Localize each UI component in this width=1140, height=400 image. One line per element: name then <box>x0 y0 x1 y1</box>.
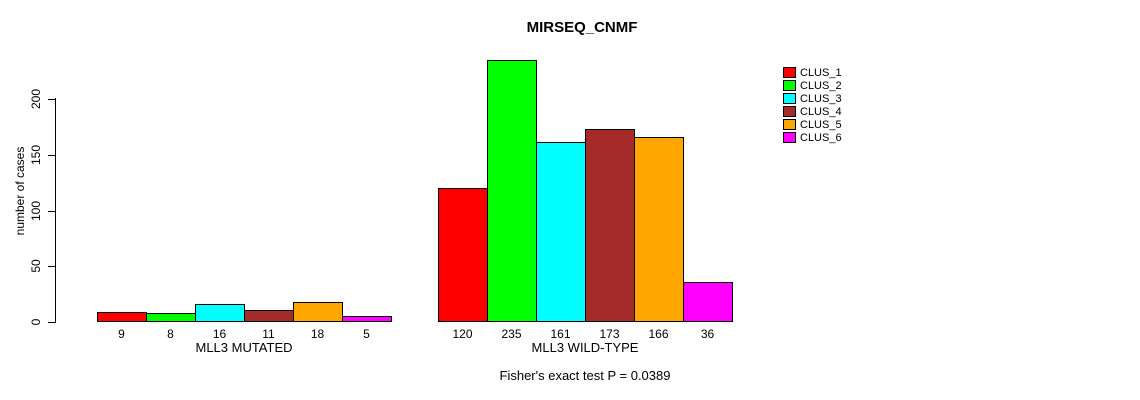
y-axis-tick-label: 150 <box>29 144 43 166</box>
bar-value-label: 173 <box>599 327 620 341</box>
bar-value-label: 235 <box>501 327 522 341</box>
legend-swatch <box>783 119 796 130</box>
bar-clus_5 <box>634 137 684 322</box>
legend: CLUS_1 CLUS_2 CLUS_3 CLUS_4 CLUS_5 CLUS_6 <box>783 66 842 144</box>
legend-label: CLUS_5 <box>800 118 842 131</box>
bar-clus_4 <box>244 310 294 322</box>
bar-clus_6 <box>342 316 392 322</box>
bar-clus_2 <box>487 60 537 322</box>
legend-label: CLUS_4 <box>800 105 842 118</box>
y-axis-tick-label: 100 <box>29 200 43 222</box>
legend-label: CLUS_6 <box>800 131 842 144</box>
bar-clus_1 <box>97 312 147 322</box>
bar-clus_5 <box>293 302 343 322</box>
legend-swatch <box>783 106 796 117</box>
y-axis-tick <box>48 322 55 323</box>
bar-value-label: 161 <box>550 327 571 341</box>
legend-row: CLUS_3 <box>783 92 842 105</box>
bar-value-label: 18 <box>310 327 325 341</box>
y-axis-title: number of cases <box>13 146 27 236</box>
y-axis-line <box>55 98 56 323</box>
legend-row: CLUS_6 <box>783 131 842 144</box>
legend-label: CLUS_3 <box>800 92 842 105</box>
bar-value-label: 166 <box>648 327 669 341</box>
legend-swatch <box>783 93 796 104</box>
legend-label: CLUS_1 <box>800 66 842 79</box>
bar-value-label: 36 <box>700 327 715 341</box>
legend-row: CLUS_1 <box>783 66 842 79</box>
bar-value-label: 5 <box>363 327 370 341</box>
y-axis-tick-label: 50 <box>29 259 43 273</box>
legend-swatch <box>783 132 796 143</box>
y-axis-tick <box>48 211 55 212</box>
y-axis-tick <box>48 99 55 100</box>
legend-row: CLUS_4 <box>783 105 842 118</box>
bar-value-label: 9 <box>118 327 125 341</box>
y-axis-tick <box>48 266 55 267</box>
group-label: MLL3 WILD-TYPE <box>531 340 639 355</box>
chart-title: MIRSEQ_CNMF <box>526 19 638 36</box>
bar-clus_6 <box>683 282 733 322</box>
bar-clus_3 <box>195 304 245 322</box>
bar-value-label: 16 <box>212 327 227 341</box>
y-axis-tick-label: 0 <box>29 318 43 326</box>
bar-value-label: 11 <box>262 327 275 341</box>
bar-clus_3 <box>536 142 586 322</box>
legend-row: CLUS_5 <box>783 118 842 131</box>
group-label: MLL3 MUTATED <box>195 340 293 355</box>
y-axis-tick <box>48 155 55 156</box>
bar-clus_1 <box>438 188 488 322</box>
legend-label: CLUS_2 <box>800 79 842 92</box>
legend-swatch <box>783 67 796 78</box>
legend-swatch <box>783 80 796 91</box>
bar-value-label: 8 <box>167 327 174 341</box>
bar-value-label: 120 <box>452 327 473 341</box>
bar-clus_4 <box>585 129 635 322</box>
bar-clus_2 <box>146 313 196 322</box>
legend-row: CLUS_2 <box>783 79 842 92</box>
annotation-text: Fisher's exact test P = 0.0389 <box>499 368 671 383</box>
y-axis-tick-label: 200 <box>29 88 43 110</box>
